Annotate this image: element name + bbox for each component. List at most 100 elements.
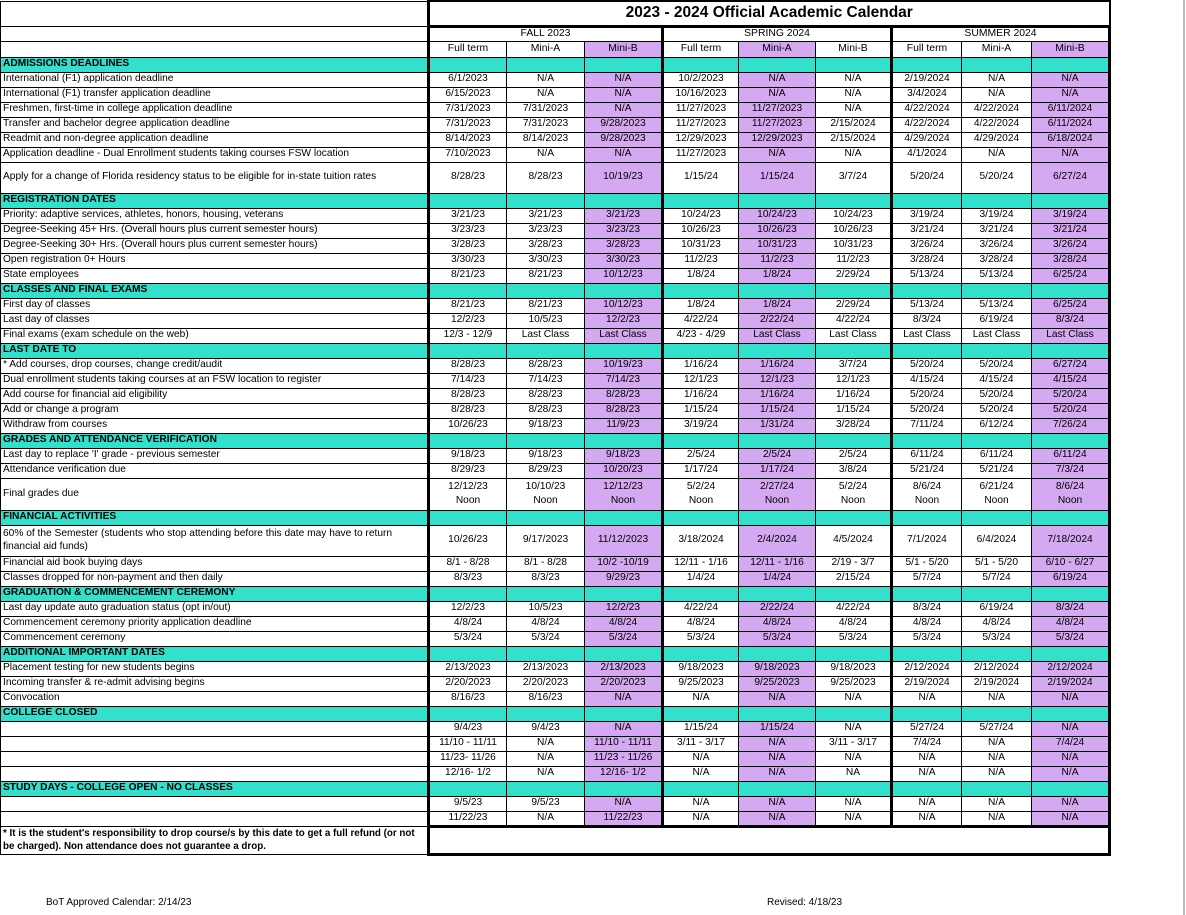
date-cell: 3/23/23 bbox=[584, 222, 663, 239]
date-cell: 2/13/2023 bbox=[584, 660, 663, 677]
subheader-cell: Full term bbox=[661, 40, 739, 58]
table-row: Last day of classes 12/2/23 10/5/23 12/2/23… bbox=[0, 312, 1111, 329]
date-cell: N/A bbox=[890, 765, 962, 782]
row-label: Commencement ceremony bbox=[0, 630, 429, 647]
section-band-cell bbox=[961, 432, 1032, 449]
time-line: Noon bbox=[840, 494, 866, 506]
date-cell: 3/7/24 bbox=[815, 357, 892, 374]
date-cell: 2/5/24 bbox=[661, 447, 739, 464]
date-cell: 2/19 - 3/7 bbox=[815, 555, 892, 572]
date-cell: 3/21/23 bbox=[506, 207, 585, 224]
date-cell: 4/8/24 bbox=[961, 615, 1032, 632]
date-cell: 5/1 - 5/20 bbox=[961, 555, 1032, 572]
date-cell: 9/25/2023 bbox=[815, 675, 892, 692]
date-cell: 11/27/2023 bbox=[661, 101, 739, 118]
date-cell: 6/27/24 bbox=[1031, 161, 1111, 194]
date-cell: 11/2/23 bbox=[815, 252, 892, 269]
date-cell: 8/3/24 bbox=[1031, 312, 1111, 329]
date-line: 5/2/24 bbox=[838, 480, 868, 492]
row-label: International (F1) application deadline bbox=[0, 71, 429, 88]
date-cell: 12/2/23 bbox=[584, 600, 663, 617]
date-cell: 10/16/2023 bbox=[661, 86, 739, 103]
section-band-cell bbox=[427, 192, 507, 209]
subheader-spacer bbox=[0, 40, 429, 58]
date-cell: 5/3/24 bbox=[661, 630, 739, 647]
date-cell: 7/14/23 bbox=[584, 372, 663, 389]
table-row: Degree-Seeking 45+ Hrs. (Overall hours p… bbox=[0, 222, 1111, 239]
section-band-cell bbox=[961, 645, 1032, 662]
date-cell: 5/2/24 Noon bbox=[815, 477, 892, 511]
date-cell: 9/28/2023 bbox=[584, 116, 663, 133]
date-cell: 2/12/2024 bbox=[890, 660, 962, 677]
date-cell: N/A bbox=[961, 810, 1032, 827]
title-spacer bbox=[0, 0, 429, 27]
date-cell: 1/8/24 bbox=[661, 267, 739, 284]
table-row: 11/22/23 N/A 11/22/23 N/A N/A N/A N/A N/A N/A bbox=[0, 810, 1111, 827]
section-band-cell bbox=[584, 645, 663, 662]
section-band-cell bbox=[506, 509, 585, 526]
date-cell: 10/24/23 bbox=[661, 207, 739, 224]
date-cell: 11/22/23 bbox=[427, 810, 507, 827]
date-cell: N/A bbox=[815, 720, 892, 737]
date-cell: 1/16/24 bbox=[661, 387, 739, 404]
date-cell: 3/30/23 bbox=[584, 252, 663, 269]
date-cell: 8/16/23 bbox=[427, 690, 507, 707]
subheader-cell: Mini-A bbox=[961, 40, 1032, 58]
date-cell: 4/1/2024 bbox=[890, 146, 962, 163]
time-line: Noon bbox=[1057, 494, 1083, 506]
section-band-cell bbox=[427, 432, 507, 449]
date-cell: 2/4/2024 bbox=[738, 524, 816, 557]
date-cell: 3/19/24 bbox=[961, 207, 1032, 224]
section-band-cell bbox=[738, 780, 816, 797]
date-cell: N/A bbox=[961, 795, 1032, 812]
table-row: Incoming transfer & re-admit advising be… bbox=[0, 675, 1111, 692]
date-cell: 5/13/24 bbox=[961, 267, 1032, 284]
date-cell: 3/19/24 bbox=[890, 207, 962, 224]
date-cell: 3/26/24 bbox=[961, 237, 1032, 254]
date-cell: 9/18/23 bbox=[584, 447, 663, 464]
section-band-cell bbox=[961, 342, 1032, 359]
date-cell: 8/3/23 bbox=[506, 570, 585, 587]
section-band-cell bbox=[815, 705, 892, 722]
date-cell: 3/28/24 bbox=[815, 417, 892, 434]
date-cell: 3/19/24 bbox=[1031, 207, 1111, 224]
date-cell: N/A bbox=[890, 690, 962, 707]
section-band-cell bbox=[1031, 645, 1111, 662]
section-band-cell bbox=[661, 780, 739, 797]
date-cell: 6/12/24 bbox=[961, 417, 1032, 434]
date-cell: 4/29/2024 bbox=[890, 131, 962, 148]
date-cell: 4/15/24 bbox=[1031, 372, 1111, 389]
table-row: International (F1) application deadline 6… bbox=[0, 71, 1111, 88]
date-cell: 9/4/23 bbox=[427, 720, 507, 737]
date-cell: N/A bbox=[738, 795, 816, 812]
section-band-cell bbox=[961, 585, 1032, 602]
row-label: Open registration 0+ Hours bbox=[0, 252, 429, 269]
date-cell: 2/20/2023 bbox=[427, 675, 507, 692]
date-cell: 5/20/24 bbox=[890, 387, 962, 404]
table-row: * Add courses, drop courses, change cred… bbox=[0, 357, 1111, 374]
section-band-cell bbox=[506, 56, 585, 73]
date-cell: 9/18/23 bbox=[506, 417, 585, 434]
date-cell: 12/29/2023 bbox=[738, 131, 816, 148]
subheader-cell: Full term bbox=[890, 40, 962, 58]
date-cell: 7/31/2023 bbox=[506, 116, 585, 133]
section-band-cell bbox=[427, 585, 507, 602]
date-cell: 5/7/24 bbox=[890, 570, 962, 587]
date-cell: 1/15/24 bbox=[738, 161, 816, 194]
row-label: Attendance verification due bbox=[0, 462, 429, 479]
date-cell: 12/2/23 bbox=[427, 600, 507, 617]
section-band-cell bbox=[661, 282, 739, 299]
date-cell: 5/20/24 bbox=[961, 357, 1032, 374]
date-cell: 5/3/24 bbox=[1031, 630, 1111, 647]
date-cell: 2/15/24 bbox=[815, 570, 892, 587]
section-band-cell bbox=[1031, 342, 1111, 359]
row-label: Convocation bbox=[0, 690, 429, 707]
date-cell: 4/29/2024 bbox=[961, 131, 1032, 148]
date-cell: 7/31/2023 bbox=[427, 116, 507, 133]
date-cell: N/A bbox=[584, 146, 663, 163]
row-label: Withdraw from courses bbox=[0, 417, 429, 434]
subheader-cell: Mini-B bbox=[1031, 40, 1111, 58]
date-cell: 1/4/24 bbox=[738, 570, 816, 587]
term-header-3: SUMMER 2024 bbox=[890, 24, 1111, 42]
row-label bbox=[0, 720, 429, 737]
